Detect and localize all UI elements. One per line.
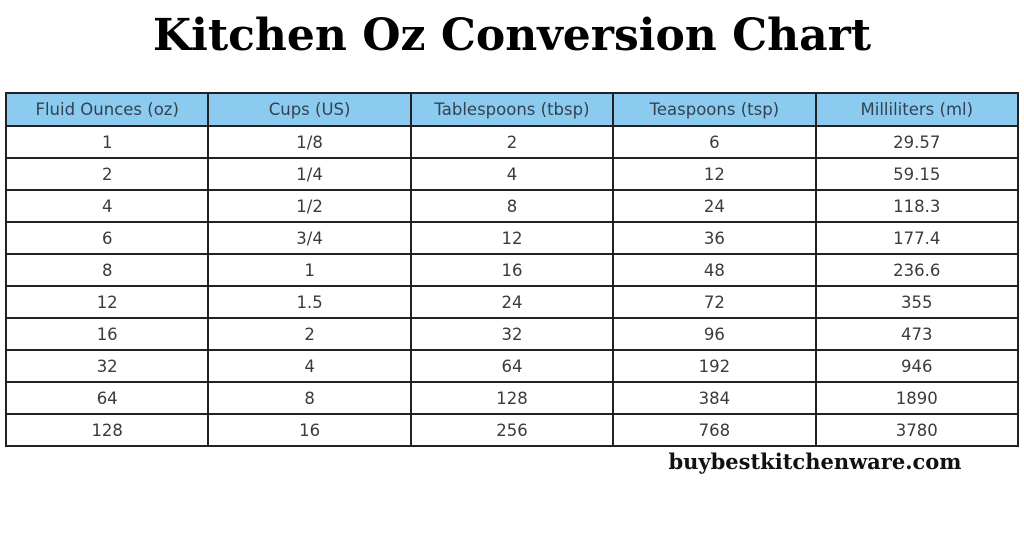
table-cell: 3/4 <box>207 221 412 255</box>
table-cell: 24 <box>409 285 615 319</box>
table-cell: 72 <box>612 285 817 319</box>
table-cell: 12 <box>612 157 817 191</box>
table-cell: 192 <box>612 349 817 383</box>
table-cell: 64 <box>409 349 615 383</box>
table-cell: 6 <box>4 221 210 255</box>
table-header-cell: Teaspoons (tsp) <box>612 92 817 127</box>
table-cell: 3780 <box>814 413 1020 447</box>
table-cell: 12 <box>4 285 210 319</box>
table-row: 6 3/4 12 36 177.4 <box>4 221 1020 255</box>
table-cell: 384 <box>612 381 817 415</box>
table-cell: 2 <box>207 317 412 351</box>
table-cell: 1 <box>207 253 412 287</box>
table-cell: 32 <box>409 317 615 351</box>
table-cell: 1.5 <box>207 285 412 319</box>
table-cell: 256 <box>409 413 615 447</box>
table-cell: 1890 <box>814 381 1020 415</box>
table-header-cell: Fluid Ounces (oz) <box>4 92 210 127</box>
table-cell: 24 <box>612 189 817 223</box>
table-cell: 1/8 <box>207 125 412 159</box>
table-cell: 8 <box>4 253 210 287</box>
table-cell: 16 <box>409 253 615 287</box>
page-title: Kitchen Oz Conversion Chart <box>152 10 872 61</box>
table-cell: 128 <box>4 413 210 447</box>
table-cell: 29.57 <box>814 125 1020 159</box>
table-cell: 236.6 <box>814 253 1020 287</box>
table-cell: 4 <box>409 157 615 191</box>
table-cell: 59.15 <box>814 157 1020 191</box>
table-cell: 2 <box>4 157 210 191</box>
table-row: 12 1.5 24 72 355 <box>4 285 1020 319</box>
table-cell: 1/2 <box>207 189 412 223</box>
conversion-table: Fluid Ounces (oz) Cups (US) Tablespoons (t… <box>4 92 1020 447</box>
table-header-cell: Milliliters (ml) <box>814 92 1020 127</box>
table-cell: 16 <box>207 413 412 447</box>
site-credit: buybestkitchenware.com <box>668 449 962 474</box>
table-cell: 118.3 <box>814 189 1020 223</box>
table-cell: 48 <box>612 253 817 287</box>
table-cell: 4 <box>4 189 210 223</box>
table-row: 4 1/2 8 24 118.3 <box>4 189 1020 223</box>
table-cell: 32 <box>4 349 210 383</box>
table-header-cell: Tablespoons (tbsp) <box>409 92 615 127</box>
table-cell: 768 <box>612 413 817 447</box>
table-header-cell: Cups (US) <box>207 92 412 127</box>
table-row: 1 1/8 2 6 29.57 <box>4 125 1020 159</box>
table-cell: 8 <box>207 381 412 415</box>
table-row: 8 1 16 48 236.6 <box>4 253 1020 287</box>
table-cell: 177.4 <box>814 221 1020 255</box>
table-cell: 1 <box>4 125 210 159</box>
table-row: 2 1/4 4 12 59.15 <box>4 157 1020 191</box>
table-row: 32 4 64 192 946 <box>4 349 1020 383</box>
table-cell: 8 <box>409 189 615 223</box>
table-header-row: Fluid Ounces (oz) Cups (US) Tablespoons (t… <box>4 92 1020 127</box>
table-row: 64 8 128 384 1890 <box>4 381 1020 415</box>
table-cell: 128 <box>409 381 615 415</box>
table-cell: 2 <box>409 125 615 159</box>
table-row: 16 2 32 96 473 <box>4 317 1020 351</box>
table-row: 128 16 256 768 3780 <box>4 413 1020 447</box>
table-cell: 6 <box>612 125 817 159</box>
table-cell: 64 <box>4 381 210 415</box>
table-cell: 946 <box>814 349 1020 383</box>
table-cell: 96 <box>612 317 817 351</box>
table-cell: 473 <box>814 317 1020 351</box>
table-cell: 4 <box>207 349 412 383</box>
table-cell: 1/4 <box>207 157 412 191</box>
table-cell: 12 <box>409 221 615 255</box>
table-cell: 36 <box>612 221 817 255</box>
table-cell: 16 <box>4 317 210 351</box>
table-cell: 355 <box>814 285 1020 319</box>
